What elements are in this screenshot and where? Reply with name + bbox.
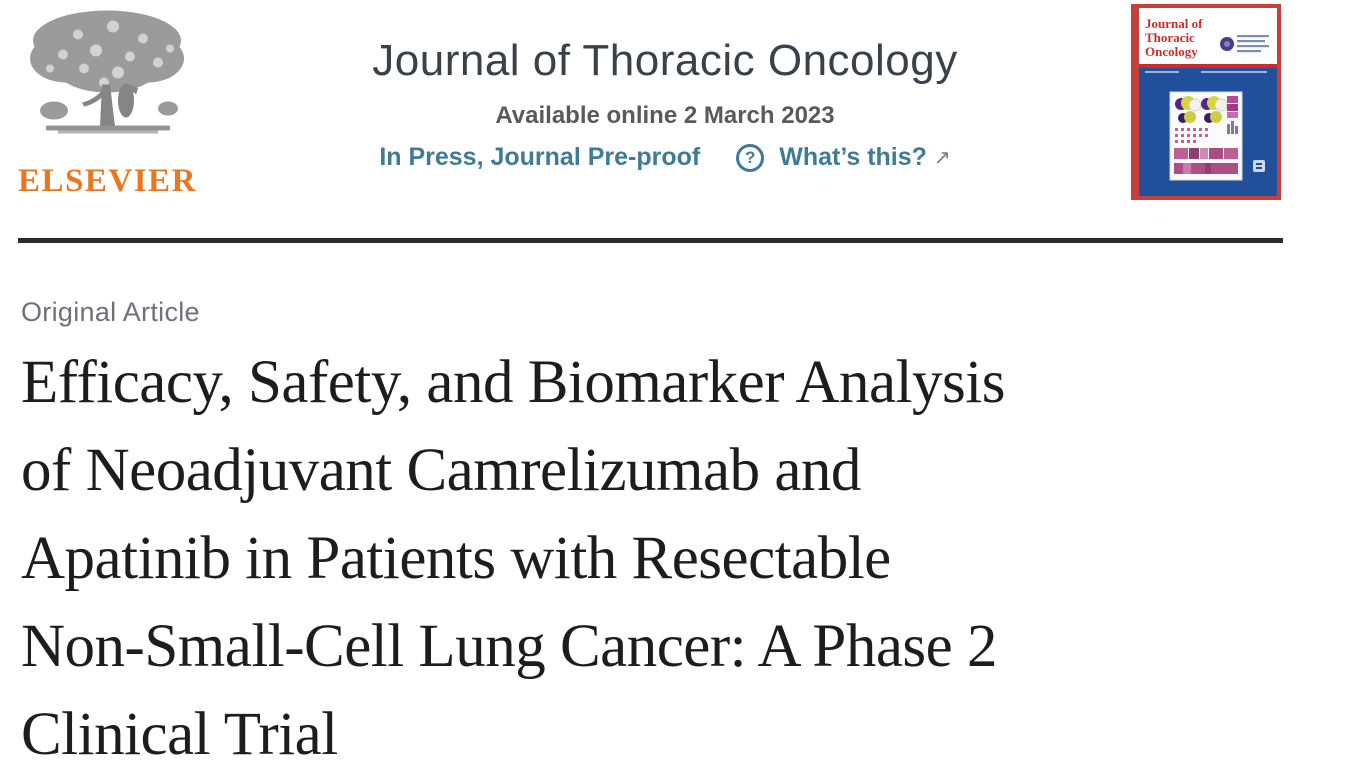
section-divider xyxy=(18,238,1283,243)
journal-title-link[interactable]: Journal of Thoracic Oncology xyxy=(372,36,958,85)
journal-cover-image: Journal of Thoracic Oncology xyxy=(1131,4,1281,200)
elsevier-wordmark: ELSEVIER xyxy=(18,163,197,199)
cover-title-line: Thoracic xyxy=(1145,30,1195,45)
journal-cover-thumbnail[interactable]: Journal of Thoracic Oncology xyxy=(1131,4,1281,200)
help-question-glyph: ? xyxy=(745,147,756,167)
article-title-line: Clinical Trial xyxy=(21,701,338,760)
elsevier-logo[interactable]: ELSEVIER xyxy=(18,4,196,200)
in-press-status: In Press, Journal Pre-proof xyxy=(379,143,701,171)
article-title-line: Non-Small-Cell Lung Cancer: A Phase 2 xyxy=(21,613,998,680)
article-header: Original Article Efficacy, Safety, and B… xyxy=(21,297,1331,760)
article-title-line: Apatinib in Patients with Resectable xyxy=(21,525,891,592)
whats-this-link[interactable]: What’s this? xyxy=(779,143,927,172)
cover-title-line: Journal of xyxy=(1145,16,1203,31)
article-type-label: Original Article xyxy=(21,297,200,327)
elsevier-tree-icon xyxy=(30,10,184,134)
external-link-arrow-icon: ↗ xyxy=(933,146,951,169)
article-title-line: of Neoadjuvant Camrelizumab and xyxy=(21,437,861,504)
available-online-date: Available online 2 March 2023 xyxy=(495,102,835,129)
article-title-line: Efficacy, Safety, and Biomarker Analysis xyxy=(21,349,1005,416)
help-question-icon[interactable]: ? xyxy=(736,143,765,172)
journal-info: Journal of Thoracic Oncology Available o… xyxy=(280,36,1050,172)
article-title: Efficacy, Safety, and Biomarker Analysis… xyxy=(21,339,1331,760)
cover-title-line: Oncology xyxy=(1145,44,1198,59)
publication-status-row: In Press, Journal Pre-proof ? What’s thi… xyxy=(280,143,1050,172)
whats-this-label: What’s this? xyxy=(779,143,927,171)
